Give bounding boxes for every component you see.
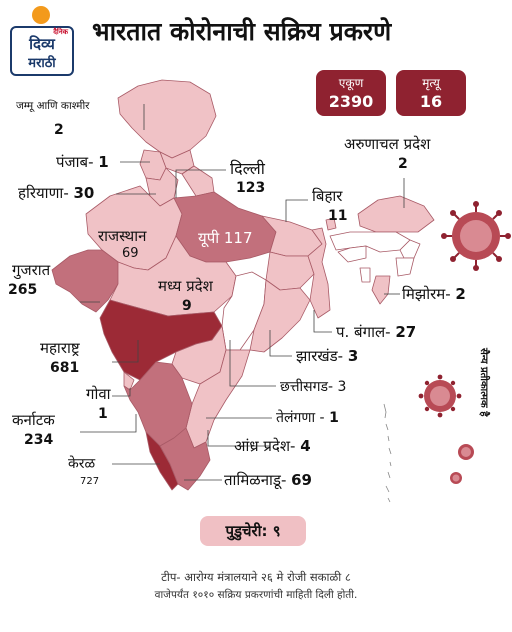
note-line2: वाजेपर्यंत १०१० सक्रिय प्रकरणांची माहिती…	[154, 589, 358, 601]
virus-caption: सैन्य प्रतीकात्मक है	[478, 348, 489, 417]
total-badge: एकूण 2390	[316, 70, 386, 116]
logo-tag: दैनिक	[53, 28, 68, 36]
label-maharashtra: महाराष्ट्र	[40, 339, 80, 357]
label-andhra: आंध्र प्रदेश- 4	[234, 437, 311, 455]
label-punjab: पंजाब- 1	[56, 153, 109, 171]
note-line1: टीप- आरोग्य मंत्रालयाने २६ मे रोजी सकाळी…	[161, 570, 351, 584]
value-mp: 9	[182, 298, 192, 314]
state-assam	[329, 231, 411, 253]
label-gujarat: गुजरात	[12, 261, 51, 279]
state-west-bengal	[307, 227, 331, 319]
deaths-label: मृत्यू	[422, 76, 440, 90]
label-telangana: तेलंगणा - 1	[276, 410, 339, 426]
state-gujarat	[51, 249, 119, 313]
state-karnataka	[123, 361, 193, 447]
label-mizoram: मिझोरम- 2	[402, 285, 466, 303]
label-wb: प. बंगाल- 27	[336, 323, 417, 341]
puducherry-badge: पुडुचेरी: ९	[200, 516, 306, 546]
state-sikkim	[325, 217, 337, 231]
state-meghalaya	[337, 245, 367, 263]
sun-icon	[32, 6, 50, 24]
value-goa: 1	[98, 406, 108, 422]
label-haryana: हरियाणा- 30	[18, 184, 95, 202]
virus-icon-tiny	[458, 444, 474, 460]
andaman-islands	[383, 403, 392, 503]
label-jharkhand: झारखंड- 3	[296, 347, 359, 365]
label-arunachal: अरुणाचल प्रदेश	[344, 135, 431, 153]
state-uttarakhand	[181, 165, 215, 197]
label-karnataka: कर्नाटक	[12, 411, 55, 429]
value-bihar: 11	[328, 208, 348, 224]
deaths-value: 16	[419, 92, 443, 111]
value-rajasthan: 69	[122, 246, 139, 261]
value-maharashtra: 681	[50, 360, 80, 376]
total-label: एकूण	[338, 76, 364, 90]
label-bihar: बिहार	[312, 187, 343, 205]
state-manipur	[395, 257, 415, 277]
value-kerala: 727	[80, 476, 100, 487]
label-tamilnadu: तामिळनाडू- 69	[224, 471, 312, 489]
state-odisha	[249, 279, 311, 353]
value-karnataka: 234	[24, 432, 54, 448]
state-jharkhand	[265, 251, 315, 291]
state-uttar-pradesh	[173, 191, 277, 263]
label-delhi: दिल्ली	[230, 159, 265, 178]
label-up: यूपी 117	[198, 229, 253, 247]
label-goa: गोवा	[86, 385, 111, 403]
value-delhi: 123	[236, 180, 266, 196]
logo-line2: मराठी	[28, 56, 56, 71]
value-arunachal: 2	[398, 156, 408, 172]
label-rajasthan: राजस्थान	[98, 227, 147, 245]
value-gujarat: 265	[8, 282, 38, 298]
logo-line1: दिव्य	[29, 35, 55, 53]
state-mizoram	[371, 275, 391, 305]
label-mp: मध्य प्रदेश	[158, 277, 213, 295]
state-nagaland	[399, 239, 421, 259]
state-jammu-kashmir	[117, 79, 217, 159]
virus-icon	[441, 201, 511, 271]
total-value: 2390	[328, 92, 374, 111]
state-arunachal	[357, 195, 435, 233]
state-tamil-nadu	[159, 427, 211, 491]
value-jk: 2	[54, 122, 64, 138]
virus-icon-small	[418, 374, 462, 418]
page-title: भारतात कोरोनाची सक्रिय प्रकरणे	[92, 17, 392, 46]
label-kerala: केरळ	[68, 456, 96, 472]
virus-icon-tiny-2	[450, 472, 462, 484]
leader-lines	[80, 104, 405, 481]
deaths-badge: मृत्यू 16	[396, 70, 466, 116]
divya-marathi-logo: दैनिक दिव्य मराठी	[8, 4, 74, 76]
logo-box: दैनिक दिव्य मराठी	[10, 26, 74, 76]
state-tripura	[359, 267, 371, 283]
label-chhattisgarh: छत्तीसगड- 3	[280, 379, 347, 395]
label-jk: जम्मू आणि काश्मीर	[16, 100, 90, 112]
